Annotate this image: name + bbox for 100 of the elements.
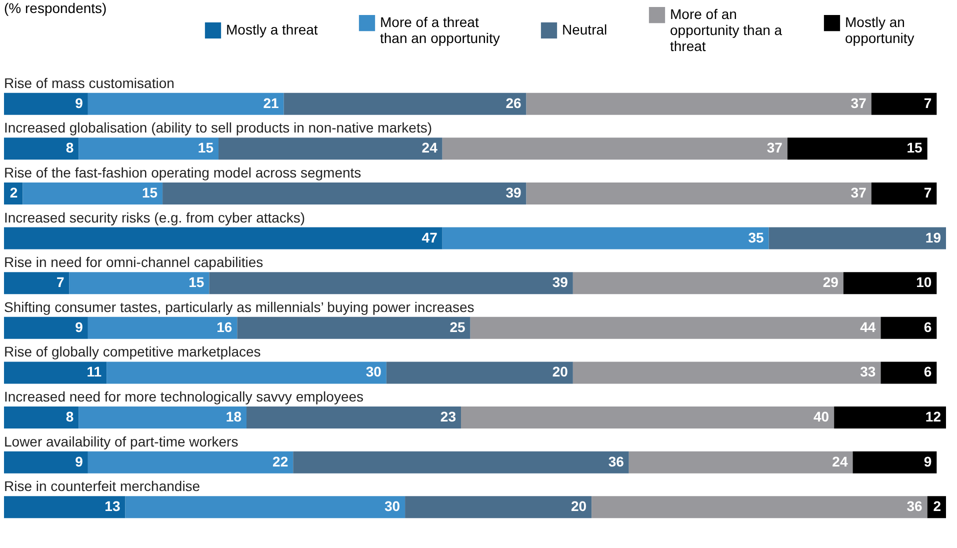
legend-label: More of an opportunity than a threat — [670, 6, 782, 54]
data-label: 12 — [925, 408, 942, 425]
data-label: 7 — [924, 94, 932, 111]
legend-label: Mostly a threat — [226, 21, 318, 38]
bar — [470, 316, 881, 339]
bar — [88, 316, 238, 339]
bar — [834, 406, 946, 429]
data-label: 2 — [933, 498, 942, 514]
y-tick-label: Lower availability of part-time workers — [4, 433, 238, 450]
legend-label: More of a threat than an opportunity — [380, 14, 500, 46]
data-label: 37 — [850, 184, 867, 200]
data-label: 30 — [384, 498, 400, 514]
data-label: 9 — [75, 453, 84, 470]
data-label: 24 — [832, 453, 848, 470]
data-label: 13 — [104, 498, 120, 514]
data-label: 40 — [814, 408, 830, 425]
data-label: 20 — [552, 364, 568, 380]
bar — [4, 362, 107, 384]
bar — [4, 92, 88, 115]
data-label: 26 — [506, 94, 522, 111]
bar — [4, 406, 79, 429]
data-label: 37 — [766, 140, 783, 156]
bar — [246, 406, 462, 429]
bar — [4, 272, 70, 294]
bar — [237, 316, 470, 339]
text: (% respondents) — [4, 0, 107, 16]
bar — [526, 92, 872, 115]
y-tick-label: Rise in need for omni-channel capabilities — [4, 254, 264, 270]
data-label: 15 — [906, 140, 923, 156]
legend-label: Neutral — [562, 21, 608, 38]
data-label: 6 — [924, 364, 932, 380]
data-label: 22 — [272, 453, 288, 470]
data-label: 15 — [188, 274, 204, 290]
y-tick-label: Rise of mass customisation — [4, 74, 174, 91]
y-tick-label: Rise in counterfeit merchandise — [4, 478, 200, 494]
data-label: 39 — [506, 184, 522, 200]
data-label: 2 — [10, 184, 18, 200]
bar — [4, 451, 88, 474]
bar — [442, 227, 769, 250]
data-label: 15 — [142, 184, 158, 200]
data-label: 8 — [66, 408, 74, 425]
data-label: 36 — [906, 498, 923, 514]
bar — [572, 362, 881, 384]
data-label: 7 — [56, 274, 64, 290]
data-label: 8 — [66, 140, 74, 156]
data-label: 25 — [450, 318, 466, 335]
bar — [4, 496, 126, 518]
bar — [526, 182, 872, 204]
bar — [162, 182, 526, 204]
bar — [209, 272, 573, 294]
data-label: 47 — [422, 229, 438, 246]
bar — [78, 406, 246, 429]
y-tick-label: Shifting consumer tastes, particularly as millennials’ buying power increases — [4, 298, 474, 315]
data-label: 7 — [924, 184, 932, 200]
bar — [880, 362, 937, 384]
bar — [871, 182, 937, 204]
bar — [4, 138, 79, 160]
bar — [787, 138, 928, 160]
bar — [768, 227, 946, 250]
bar — [78, 138, 219, 160]
data-label: 37 — [850, 94, 867, 111]
bar — [22, 182, 163, 204]
data-label: 9 — [75, 94, 84, 111]
data-label: 15 — [198, 140, 214, 156]
data-label: 9 — [75, 318, 84, 335]
data-label: 44 — [860, 318, 876, 335]
data-label: 30 — [366, 364, 382, 380]
data-label: 11 — [86, 364, 102, 380]
bar — [592, 496, 928, 518]
bar — [218, 138, 442, 160]
data-label: 33 — [860, 364, 876, 380]
data-label: 18 — [226, 408, 242, 425]
data-label: 36 — [608, 453, 624, 470]
bar — [880, 316, 937, 339]
bar — [4, 227, 442, 250]
data-label: 39 — [552, 274, 568, 290]
bar — [88, 92, 284, 115]
data-label: 24 — [422, 140, 438, 156]
data-label: 19 — [925, 229, 942, 246]
bar — [843, 272, 937, 294]
data-label: 35 — [748, 229, 764, 246]
bar — [284, 92, 526, 115]
bar — [461, 406, 834, 429]
y-tick-label: Increased need for more technologically savvy employees — [4, 388, 364, 405]
legend-label: Mostly an opportunity — [845, 14, 914, 46]
bar — [125, 496, 406, 518]
bar — [386, 362, 573, 384]
bar — [106, 362, 386, 384]
data-label: 10 — [916, 274, 932, 290]
bar — [442, 138, 788, 160]
data-label: 29 — [822, 274, 839, 290]
bar — [4, 316, 88, 339]
data-label: 6 — [924, 318, 932, 335]
data-label: 9 — [924, 453, 932, 470]
bar — [69, 272, 210, 294]
bar — [871, 92, 937, 115]
data-label: 16 — [216, 318, 232, 335]
bar — [293, 451, 629, 474]
data-label: 23 — [440, 408, 456, 425]
data-label: 20 — [571, 498, 587, 514]
